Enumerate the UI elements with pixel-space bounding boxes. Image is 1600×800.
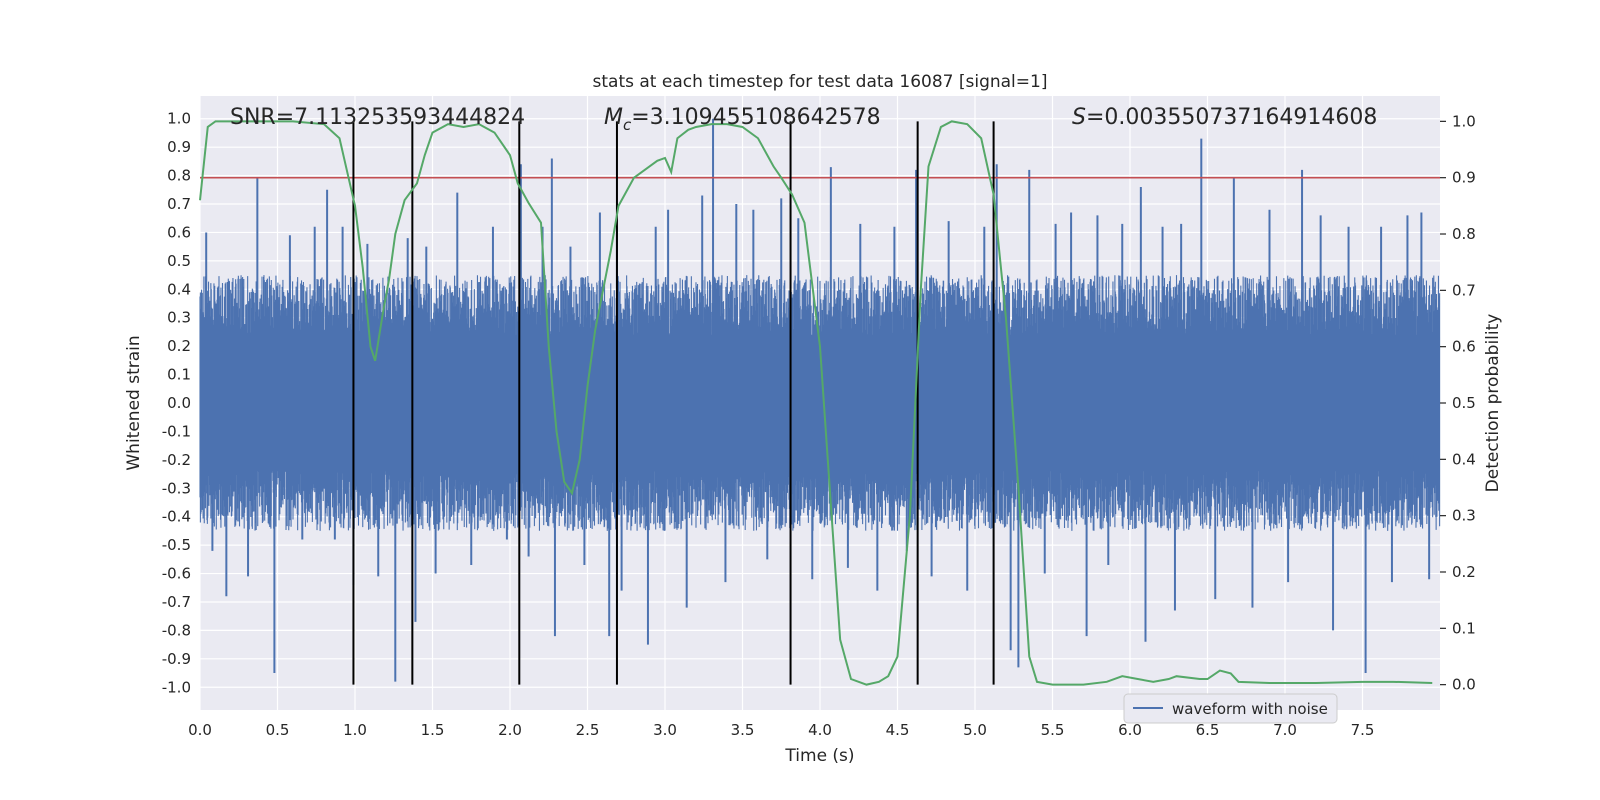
chart-title: stats at each timestep for test data 160… (593, 72, 1048, 92)
y2-tick-label-4: 0.4 (1452, 450, 1476, 468)
legend: waveform with noise (1123, 693, 1338, 724)
y-tick-label-10: 0.0 (167, 394, 191, 412)
x-tick-label-4: 2.0 (498, 721, 522, 739)
legend-entry-waveform: waveform with noise (1172, 700, 1328, 718)
y-tick-label-16: 0.6 (167, 223, 191, 241)
x-tick-label-14: 7.0 (1273, 721, 1297, 739)
y-tick-label-2: -0.8 (162, 621, 191, 639)
x-tick-label-1: 0.5 (266, 721, 290, 739)
y2-tick-label-5: 0.5 (1452, 394, 1476, 412)
y2-tick-label-10: 1.0 (1452, 112, 1476, 130)
y-tick-label-15: 0.5 (167, 252, 191, 270)
y-tick-labels: -1.0 -0.9 -0.8 -0.7 -0.6 -0.5 -0.4 -0.3 -0.2 -0.1… (162, 110, 191, 697)
y-tick-label-20: 1.0 (167, 110, 191, 128)
y-tick-label-1: -0.9 (162, 650, 191, 668)
y-tick-label-18: 0.8 (167, 167, 191, 185)
y-tick-label-4: -0.6 (162, 565, 191, 583)
x-tick-label-5: 2.5 (576, 721, 600, 739)
y2-tick-labels: 0.0 0.1 0.2 0.3 0.4 0.5 0.6 0.7 0.8 0.9 1.0 (1440, 112, 1476, 694)
x-tick-label-2: 1.0 (343, 721, 367, 739)
y-tick-label-12: 0.2 (167, 337, 191, 355)
y-tick-label-6: -0.4 (162, 508, 191, 526)
y2-tick-label-7: 0.7 (1452, 281, 1476, 299)
y-tick-label-19: 0.9 (167, 138, 191, 156)
x-tick-label-0: 0.0 (188, 721, 212, 739)
y-tick-label-7: -0.3 (162, 479, 191, 497)
detection-probability-line (199, 120, 1433, 686)
y2-tick-label-1: 0.1 (1452, 619, 1476, 637)
y2-tick-label-6: 0.6 (1452, 338, 1476, 356)
y-tick-label-0: -1.0 (162, 678, 191, 696)
y-tick-label-14: 0.4 (167, 280, 191, 298)
chirp-mass-symbol: M (604, 105, 623, 130)
snr-annotation: SNR=7.113253593444824 (230, 105, 525, 130)
s-value: =0.003550737164914608 (1086, 105, 1377, 130)
y2-tick-label-2: 0.2 (1452, 563, 1476, 581)
x-tick-label-7: 3.5 (731, 721, 755, 739)
chirp-mass-annotation: Mc=3.109455108642578 (604, 105, 881, 134)
y-tick-label-13: 0.3 (167, 309, 191, 327)
x-tick-label-6: 3.0 (653, 721, 677, 739)
x-tick-label-10: 5.0 (963, 721, 987, 739)
y2-tick-label-3: 0.3 (1452, 507, 1476, 525)
probability-series (199, 120, 1433, 686)
y2-tick-label-8: 0.8 (1452, 225, 1476, 243)
chirp-mass-value: =3.109455108642578 (631, 105, 880, 130)
y-tick-label-5: -0.5 (162, 536, 191, 554)
y-axis-label: Whitened strain (124, 335, 144, 470)
x-axis-label: Time (s) (784, 746, 854, 766)
x-tick-label-13: 6.5 (1196, 721, 1220, 739)
y2-tick-label-9: 0.9 (1452, 169, 1476, 187)
waveform-series (199, 118, 1441, 682)
y-tick-label-8: -0.2 (162, 451, 191, 469)
y2-axis-label: Detection probability (1483, 314, 1503, 493)
x-tick-labels: 0.0 0.5 1.0 1.5 2.0 2.5 3.0 3.5 4.0 4.5 5.0 5.5 6.0 6… (188, 721, 1374, 739)
y-tick-label-17: 0.7 (167, 195, 191, 213)
s-symbol: S (1072, 105, 1086, 130)
y-tick-label-3: -0.7 (162, 593, 191, 611)
x-tick-label-9: 4.5 (886, 721, 910, 739)
s-annotation: S=0.003550737164914608 (1072, 105, 1377, 130)
x-tick-label-3: 1.5 (421, 721, 445, 739)
y-tick-label-9: -0.1 (162, 422, 191, 440)
y2-tick-label-0: 0.0 (1452, 676, 1476, 694)
chirp-mass-subscript: c (623, 116, 632, 134)
x-tick-label-12: 6.0 (1118, 721, 1142, 739)
legend-box (1123, 693, 1338, 724)
x-tick-label-11: 5.5 (1041, 721, 1065, 739)
y-tick-label-11: 0.1 (167, 366, 191, 384)
x-tick-label-15: 7.5 (1351, 721, 1375, 739)
x-tick-label-8: 4.0 (808, 721, 832, 739)
